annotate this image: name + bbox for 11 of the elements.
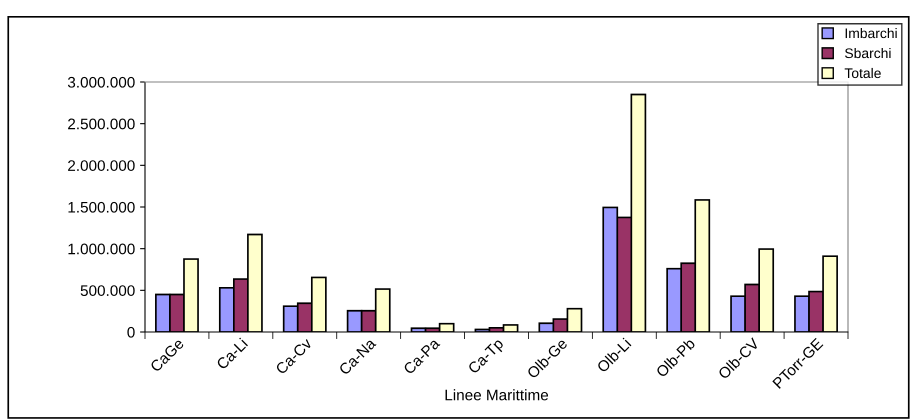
y-tick-label: 2.500.000: [68, 118, 135, 130]
y-tick-label: 2.000.000: [68, 160, 135, 172]
y-tick-label: 1.000.000: [68, 244, 135, 254]
y-tick-label: 0: [127, 326, 135, 338]
y-tick-label: 1.500.000: [68, 202, 135, 213]
x-axis-title: Linee Marittime: [446, 389, 548, 400]
y-tick-label: 3.000.000: [68, 76, 135, 88]
legend-label: Sbarchi: [845, 48, 891, 58]
legend-label: Totale: [844, 68, 881, 78]
y-tick-label: 500.000: [80, 285, 135, 296]
legend-label: Imbarchi: [846, 28, 897, 38]
